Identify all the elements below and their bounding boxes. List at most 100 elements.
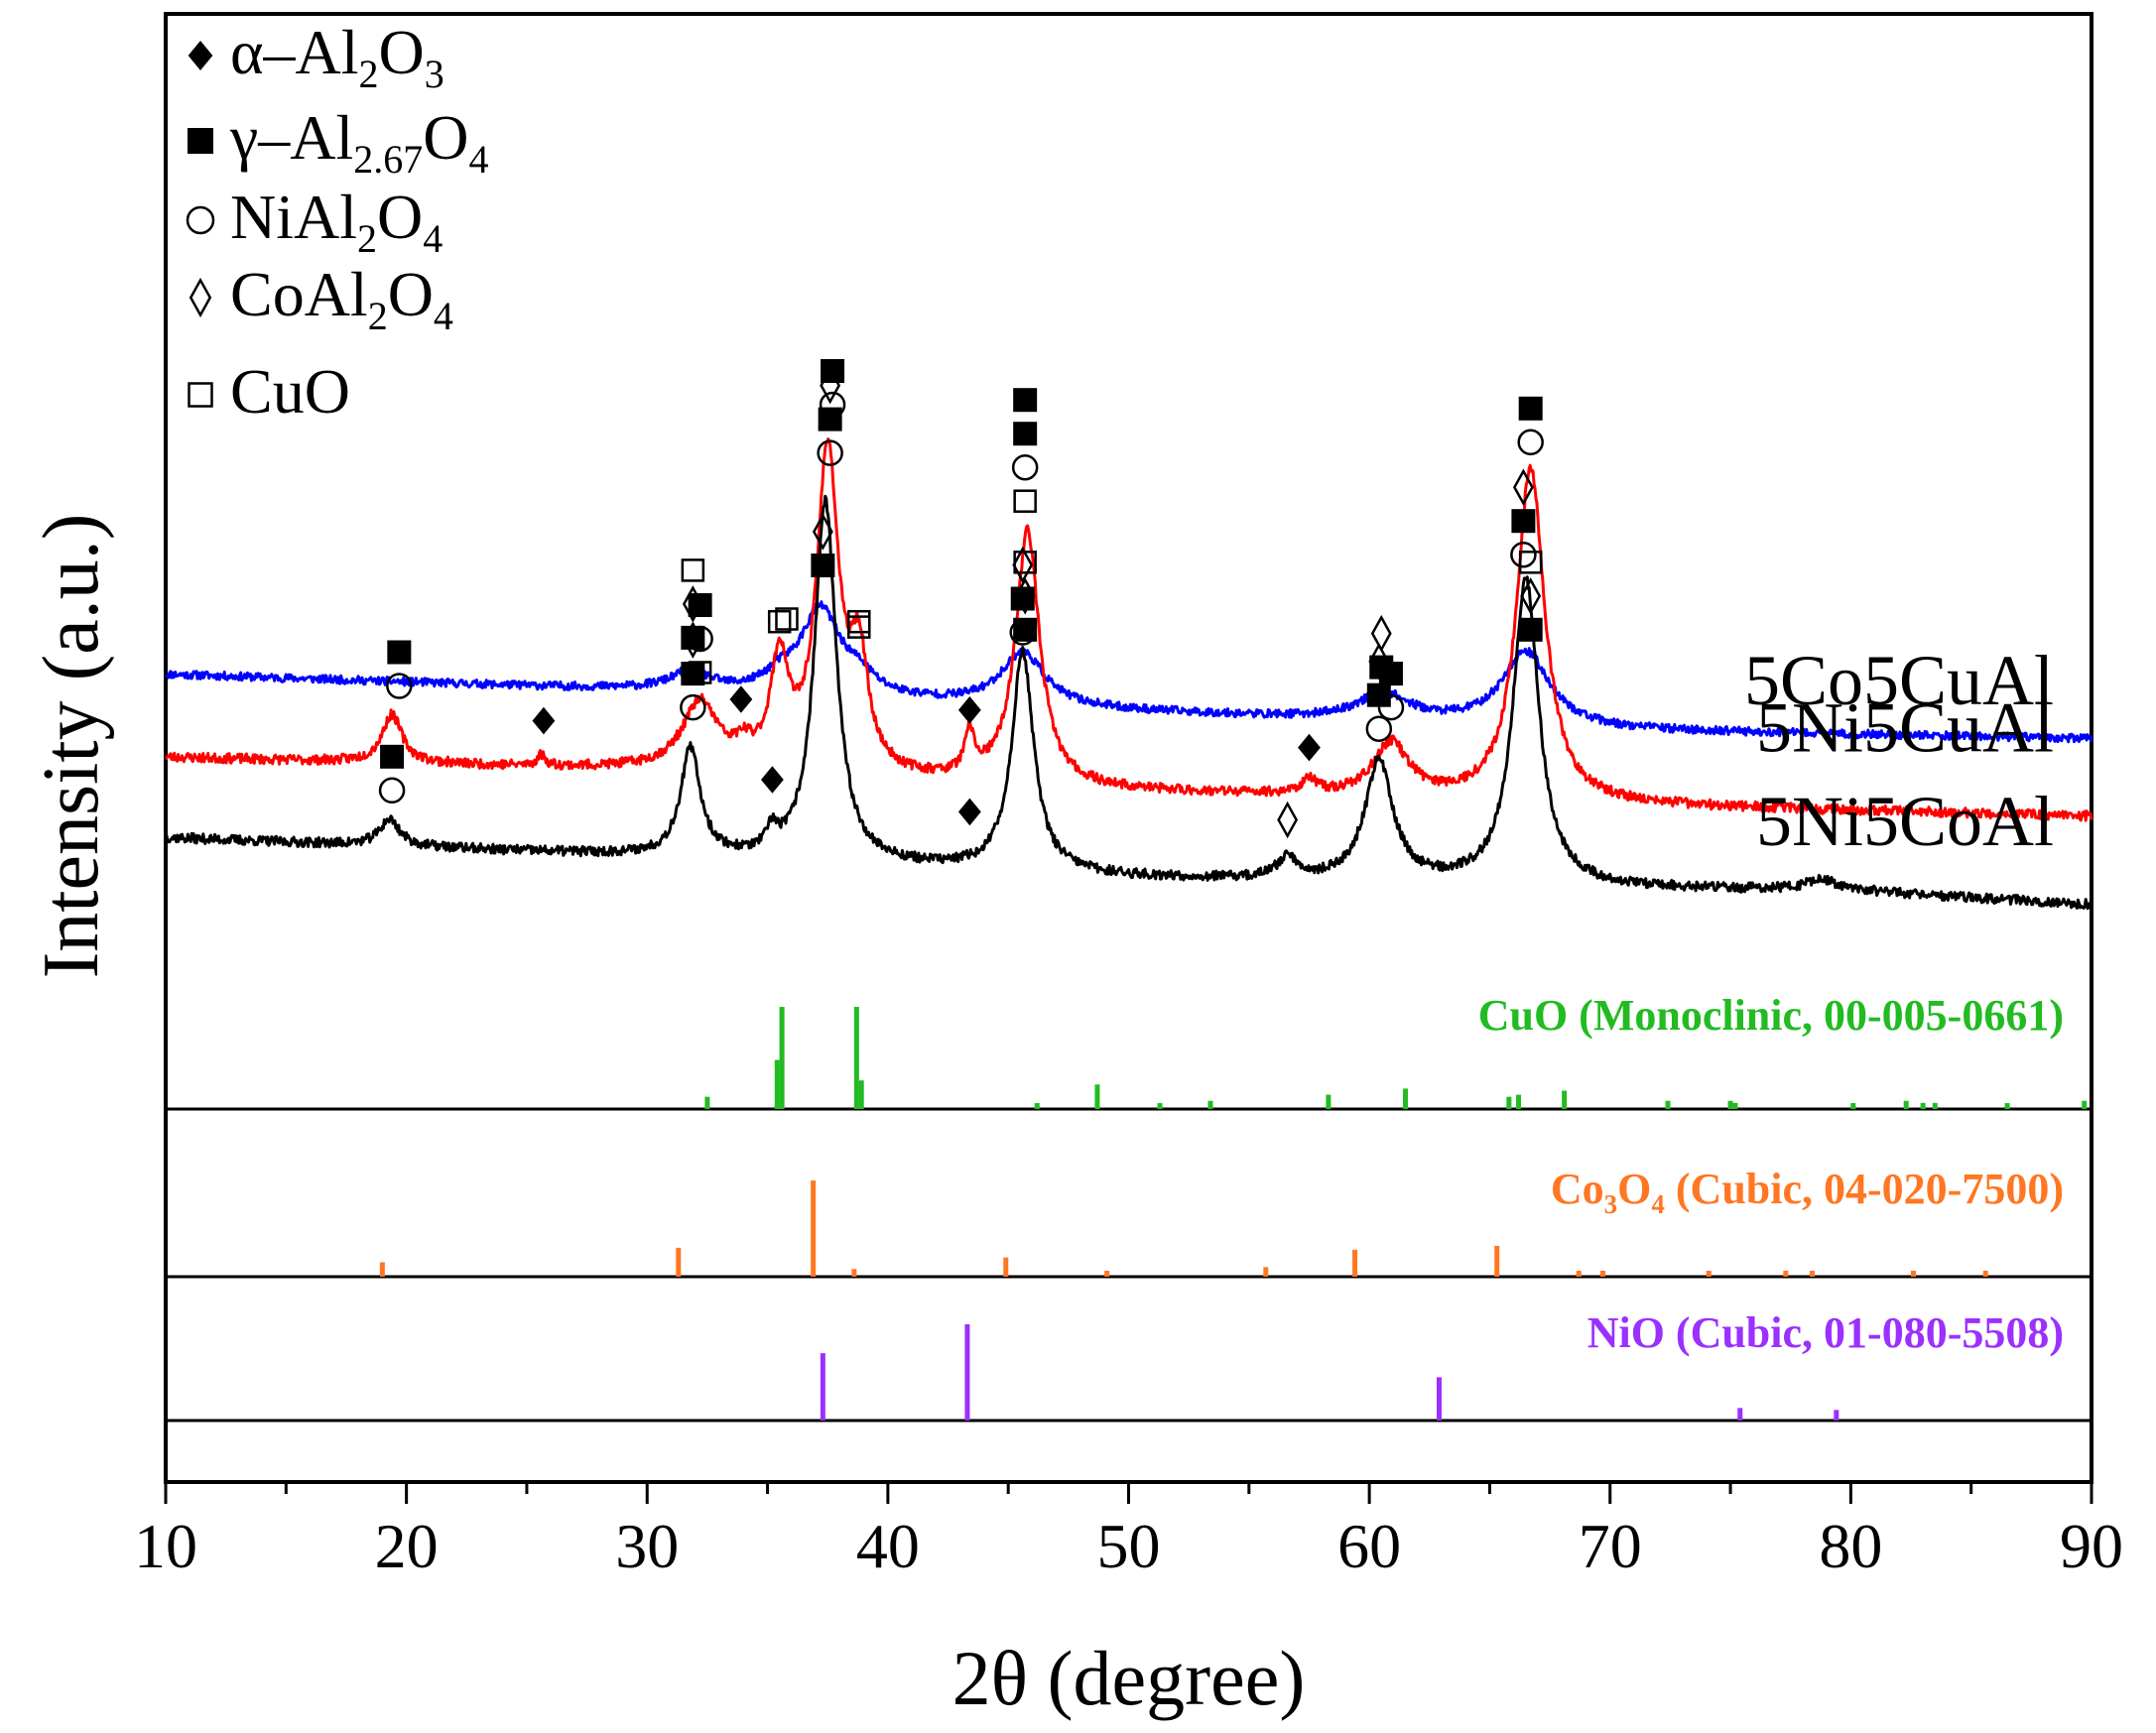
open-square-marker	[847, 609, 871, 634]
open-diamond-marker	[820, 366, 841, 405]
open-circle-marker	[186, 205, 215, 235]
peak-marker-stack	[767, 609, 792, 634]
peak-marker-stack	[378, 744, 406, 805]
peak-marker-stack	[1517, 396, 1544, 456]
peak-marker-stack	[817, 366, 843, 466]
peak-marker-stack	[680, 621, 706, 721]
filled-square-marker	[380, 744, 405, 769]
peak-marker-stack	[532, 706, 556, 735]
open-circle-marker	[1510, 541, 1537, 568]
peak-marker-stack	[1298, 733, 1321, 762]
filled-square-marker	[688, 593, 712, 617]
x-tick-label: 70	[1579, 1511, 1642, 1581]
open-circle-marker	[386, 673, 413, 699]
filled-square-marker	[1010, 586, 1035, 611]
filled-square-marker	[188, 128, 213, 154]
peak-marker-stack	[386, 640, 413, 699]
open-diamond-marker	[1012, 546, 1034, 584]
series-label: 5Ni5CuAl	[1756, 688, 2054, 768]
open-square-marker	[188, 382, 213, 408]
legend-entry: α–Al2O3	[188, 17, 444, 96]
open-square-marker	[767, 609, 792, 634]
reference-pattern: Co3O4 (Cubic, 04-020-7500)	[379, 1165, 2064, 1277]
series-curve-5Co5CuAl	[165, 600, 2093, 744]
open-diamond-marker	[812, 513, 833, 551]
x-tick-label: 20	[375, 1511, 439, 1581]
legend-entry: CuO	[188, 356, 350, 427]
filled-square-marker	[1518, 396, 1543, 421]
open-circle-marker	[680, 693, 706, 721]
filled-diamond-marker	[532, 706, 556, 735]
filled-diamond-marker	[957, 798, 981, 826]
y-axis-label: Intensity (a.u.)	[28, 514, 115, 979]
reference-label: Co3O4 (Cubic, 04-020-7500)	[1551, 1165, 2064, 1219]
legend-label: γ–Al2.67O4	[229, 102, 489, 182]
open-square-marker	[1013, 489, 1037, 513]
open-circle-marker	[1011, 453, 1039, 481]
peak-marker-stack	[775, 607, 799, 631]
x-tick-label: 80	[1819, 1511, 1882, 1581]
filled-square-marker	[818, 407, 842, 432]
series-label: 5Ni5CoAl	[1756, 782, 2054, 861]
filled-square-marker	[1013, 422, 1038, 446]
peak-marker-stack	[761, 766, 784, 794]
peak-marker-stack	[1510, 468, 1537, 568]
legend-entry: CoAl2O4	[189, 259, 453, 338]
series-curve-5Ni5CoAl	[164, 494, 2093, 911]
filled-square-marker	[1366, 682, 1391, 707]
legend-label: CoAl2O4	[230, 259, 453, 338]
x-axis-label: 2θ (degree)	[952, 1635, 1306, 1721]
open-circle-marker	[687, 625, 713, 653]
peak-marker-stack	[847, 609, 871, 634]
peak-marker-stack	[1518, 551, 1543, 642]
filled-diamond-marker	[761, 766, 784, 794]
x-tick-label: 40	[856, 1511, 920, 1581]
reference-pattern: NiO (Cubic, 01-080-5508)	[820, 1308, 2064, 1421]
legend-label: NiAl2O4	[230, 182, 443, 261]
open-circle-marker	[378, 777, 406, 805]
axes: 10 20 30 40 50 60 70 80 90 2θ (degree) Intensity (…	[28, 514, 2123, 1721]
open-diamond-marker	[1370, 614, 1392, 653]
x-tick-label: 60	[1337, 1511, 1401, 1581]
open-diamond-marker	[682, 621, 703, 659]
series-curve-5Ni5CuAl	[164, 437, 2093, 822]
open-square-marker	[775, 607, 799, 631]
filled-square-marker	[1518, 617, 1543, 642]
peak-marker-stack	[1377, 662, 1405, 721]
filled-square-marker	[1378, 662, 1403, 686]
open-square-marker	[1518, 551, 1543, 574]
open-square-marker	[681, 558, 705, 582]
filled-diamond-marker	[729, 685, 753, 713]
open-circle-marker	[1377, 693, 1405, 721]
open-diamond-marker	[1520, 577, 1542, 615]
x-tick-label: 30	[615, 1511, 679, 1581]
reference-patterns: CuO (Monoclinic, 00-005-0661) Co3O4 (Cubi…	[379, 991, 2088, 1421]
legend-entry: γ–Al2.67O4	[188, 102, 489, 182]
filled-square-marker	[811, 554, 835, 577]
reference-pattern: CuO (Monoclinic, 00-005-0661)	[704, 991, 2088, 1109]
open-circle-marker	[1009, 619, 1036, 646]
series-label: 5Co5CuAl	[1744, 641, 2054, 720]
peak-marker-stack	[1011, 388, 1039, 513]
peak-marker-stack	[957, 696, 981, 724]
filled-diamond-marker	[1298, 733, 1321, 762]
filled-square-marker	[681, 662, 705, 686]
filled-diamond-marker	[188, 41, 213, 70]
filled-square-marker	[1511, 509, 1536, 534]
peak-marker-stack	[957, 798, 981, 826]
legend-entry: NiAl2O4	[186, 182, 443, 261]
reference-label: CuO (Monoclinic, 00-005-0661)	[1478, 991, 2064, 1040]
filled-square-marker	[1013, 388, 1038, 413]
peak-markers	[378, 359, 1544, 839]
x-tick-label: 50	[1097, 1511, 1161, 1581]
legend-label: CuO	[230, 356, 350, 427]
peak-marker-stack	[811, 513, 835, 577]
reference-label: NiO (Cubic, 01-080-5508)	[1587, 1308, 2064, 1357]
open-circle-marker	[1365, 715, 1393, 742]
peak-marker-stack	[1277, 801, 1299, 839]
legend-label: α–Al2O3	[230, 17, 444, 96]
open-diamond-marker	[1368, 642, 1390, 681]
